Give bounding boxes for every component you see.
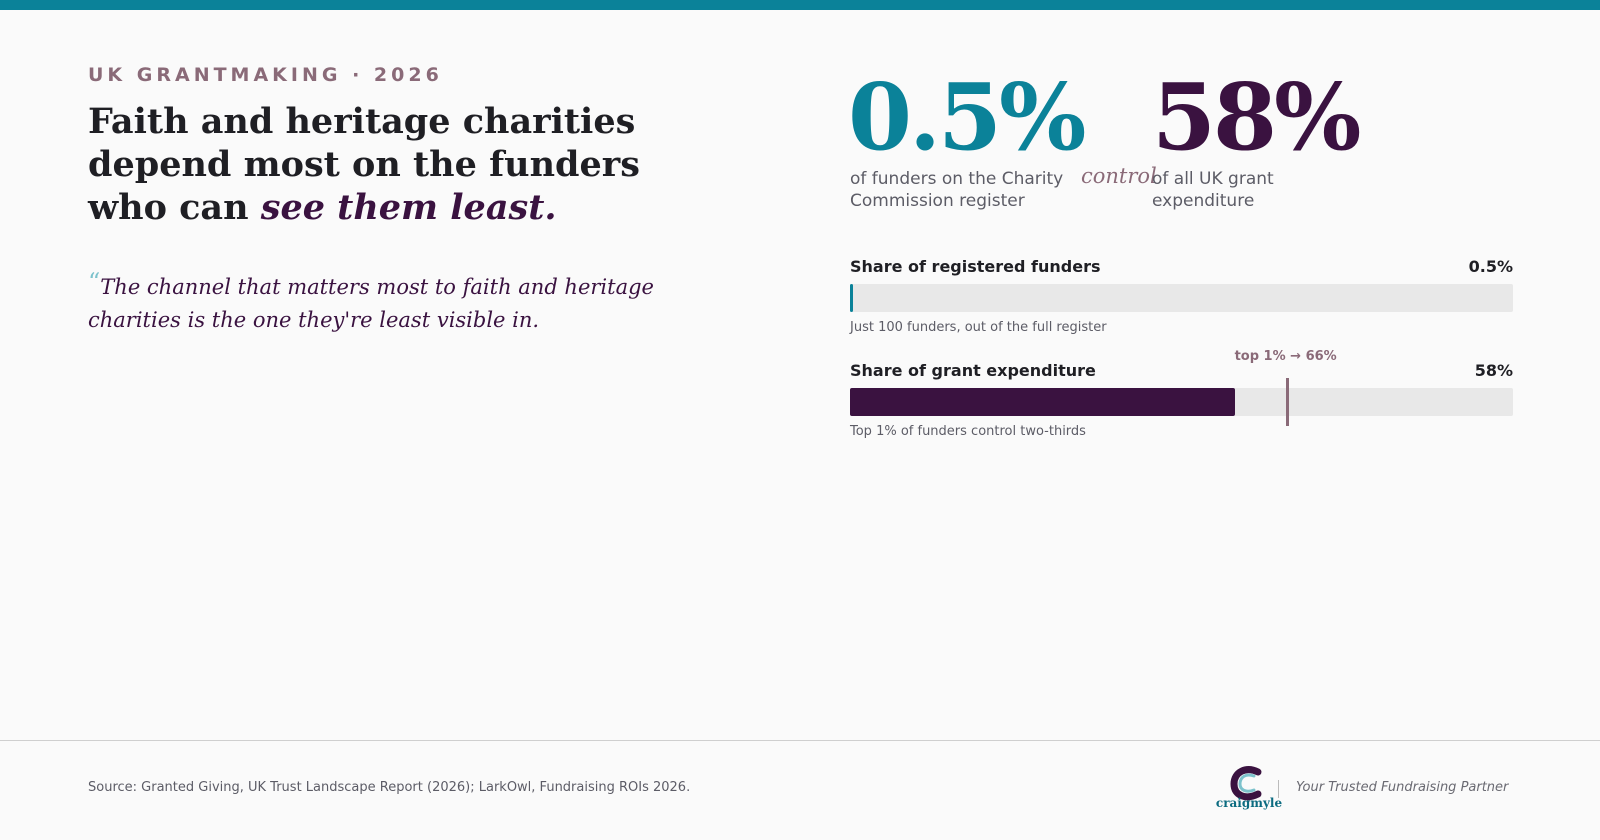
bar-label-expenditure: Share of grant expenditure [850, 361, 1096, 380]
bar-value-funders: 0.5% [1468, 257, 1513, 276]
headline: Faith and heritage charities depend most… [88, 100, 728, 229]
logo-divider [1278, 780, 1279, 798]
quote-mark: “ [88, 268, 101, 296]
bar-fill-expenditure [850, 388, 1235, 416]
top-accent-bar [0, 0, 1600, 10]
bar-marker-top1 [1286, 378, 1290, 426]
stat-funders-caption: of funders on the Charity Commission reg… [850, 169, 1064, 211]
headline-emphasis: see them least. [260, 187, 557, 228]
craigmyle-logo-icon [1230, 766, 1262, 801]
stat-expenditure-value: 58% [1152, 63, 1361, 171]
bar-track-funders [850, 284, 1513, 312]
bar-track-expenditure [850, 388, 1513, 416]
stat-connector: control [1081, 164, 1157, 188]
eyebrow-label: UK GRANTMAKING · 2026 [88, 64, 443, 86]
bar-fill-funders [850, 284, 854, 312]
bar-value-expenditure: 58% [1474, 361, 1513, 380]
logo-wordmark: craigmyle [1215, 796, 1283, 810]
stat-funders-value: 0.5% [848, 63, 1086, 171]
bar-note-funders: Just 100 funders, out of the full regist… [850, 320, 1107, 335]
quote-text: The channel that matters most to faith a… [88, 275, 654, 332]
footer-divider [0, 740, 1600, 741]
bar-label-funders: Share of registered funders [850, 257, 1101, 276]
stat-expenditure-caption: of all UK grant expenditure [1152, 169, 1274, 211]
bar-note-expenditure: Top 1% of funders control two-thirds [850, 424, 1086, 439]
tagline: Your Trusted Fundraising Partner [1296, 780, 1509, 795]
source-note: Source: Granted Giving, UK Trust Landsca… [88, 780, 691, 795]
headline-main: Faith and heritage charities depend most… [88, 101, 640, 228]
pull-quote: “The channel that matters most to faith … [88, 268, 688, 337]
marker-label-top1: top 1% → 66% [1234, 349, 1337, 364]
